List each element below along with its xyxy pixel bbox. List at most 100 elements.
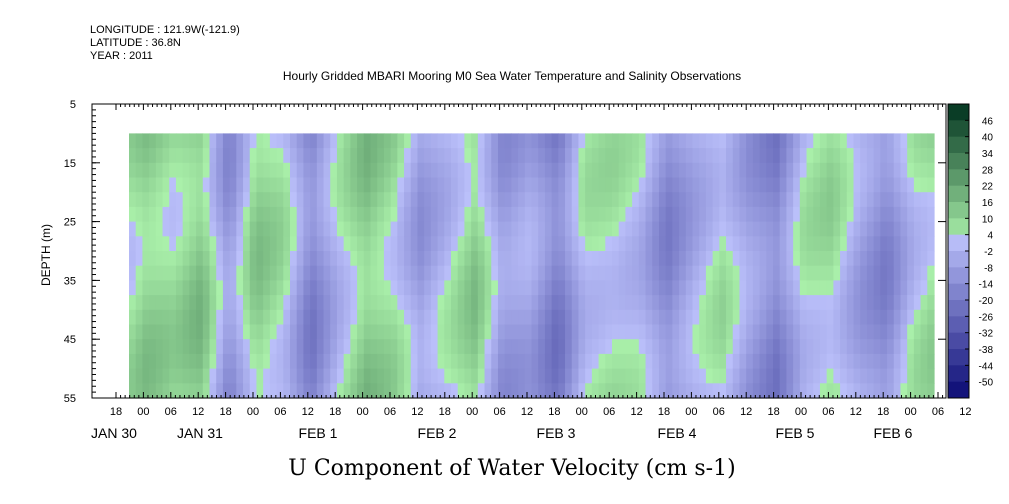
heatmap-cell (873, 309, 881, 326)
heatmap-cell (907, 280, 915, 296)
heatmap-cell (196, 353, 204, 370)
heatmap-cell (813, 251, 821, 267)
heatmap-cell (806, 280, 814, 296)
heatmap-cell (752, 148, 761, 164)
heatmap-cell (155, 324, 164, 340)
heatmap-cell (813, 353, 821, 370)
heatmap-cell (377, 280, 385, 296)
heatmap-cell (544, 295, 553, 311)
heatmap-cell (196, 251, 204, 267)
heatmap-cell (873, 133, 881, 149)
heatmap-cell (893, 368, 902, 384)
heatmap-cell (477, 295, 486, 311)
heatmap-cell (323, 353, 331, 370)
heatmap-cell (873, 206, 881, 223)
heatmap-cell (504, 221, 512, 237)
heatmap-cell (229, 353, 237, 370)
heatmap-cell (410, 383, 419, 399)
heatmap-cell (679, 192, 687, 208)
heatmap-cell (846, 295, 855, 311)
heatmap-cell (410, 353, 419, 370)
heatmap-cell (746, 339, 754, 355)
heatmap-cell (685, 368, 694, 384)
heatmap-cell (618, 309, 627, 326)
heatmap-cell (175, 368, 184, 384)
heatmap-cell (712, 265, 720, 281)
heatmap-cell (283, 206, 291, 223)
heatmap-cell (853, 368, 861, 384)
heatmap-cell (471, 251, 479, 267)
heatmap-cell (343, 265, 351, 281)
heatmap-cell (746, 162, 754, 179)
heatmap-cell (786, 177, 794, 193)
heatmap-cell (605, 265, 613, 281)
heatmap-cell (276, 236, 284, 252)
heatmap-cell (310, 236, 318, 252)
heatmap-cell (155, 339, 164, 355)
heatmap-cell (276, 265, 284, 281)
heatmap-cell (175, 265, 184, 281)
heatmap-cell (491, 368, 499, 384)
heatmap-cell (518, 339, 526, 355)
heatmap-cell (256, 192, 264, 208)
heatmap-cell (236, 236, 244, 252)
heatmap-cell (464, 309, 472, 326)
heatmap-cell (236, 221, 244, 237)
heatmap-cell (679, 162, 687, 179)
heatmap-cell (430, 236, 439, 252)
heatmap-cell (538, 339, 546, 355)
heatmap-cell (202, 280, 211, 296)
heatmap-cell (739, 383, 747, 399)
heatmap-cell (477, 383, 486, 399)
heatmap-cell (497, 133, 506, 149)
heatmap-cell (591, 148, 600, 164)
heatmap-cell (692, 295, 700, 311)
heatmap-cell (471, 295, 479, 311)
heatmap-cell (390, 265, 398, 281)
heatmap-cell (538, 236, 546, 252)
heatmap-cell (343, 251, 351, 267)
heatmap-cell (773, 251, 781, 267)
heatmap-cell (672, 236, 680, 252)
heatmap-cell (759, 309, 767, 326)
heatmap-cell (196, 295, 204, 311)
heatmap-cell (330, 383, 338, 399)
heatmap-cell (142, 295, 150, 311)
heatmap-cell (444, 368, 452, 384)
heatmap-cell (699, 339, 707, 355)
heatmap-cell (182, 324, 190, 340)
heatmap-cell (484, 236, 492, 252)
heatmap-cell (175, 383, 184, 399)
heatmap-cell (786, 353, 794, 370)
heatmap-cell (437, 295, 445, 311)
heatmap-cell (343, 295, 351, 311)
heatmap-cell (585, 280, 593, 296)
heatmap-cell (833, 236, 841, 252)
heatmap-cell (129, 309, 137, 326)
heatmap-cell (531, 221, 539, 237)
heatmap-cell (752, 251, 761, 267)
x-hour-label: 12 (411, 406, 423, 418)
heatmap-cell (155, 265, 164, 281)
heatmap-cell (451, 295, 459, 311)
heatmap-cell (504, 295, 512, 311)
heatmap-cell (169, 339, 177, 355)
heatmap-cell (518, 368, 526, 384)
heatmap-cell (162, 265, 170, 281)
heatmap-cell (524, 383, 533, 399)
heatmap-cell (618, 280, 627, 296)
heatmap-cell (383, 368, 392, 384)
heatmap-cell (893, 206, 902, 223)
heatmap-cell (591, 353, 600, 370)
heatmap-cell (229, 368, 237, 384)
heatmap-cell (397, 295, 405, 311)
heatmap-cell (793, 324, 801, 340)
heatmap-cell (558, 206, 566, 223)
heatmap-cell (343, 368, 351, 384)
x-hour-label: 12 (192, 406, 204, 418)
heatmap-cell (900, 383, 908, 399)
colorbar-swatch (948, 365, 969, 383)
heatmap-cell (598, 192, 606, 208)
heatmap-cell (290, 221, 298, 237)
heatmap-cell (793, 162, 801, 179)
